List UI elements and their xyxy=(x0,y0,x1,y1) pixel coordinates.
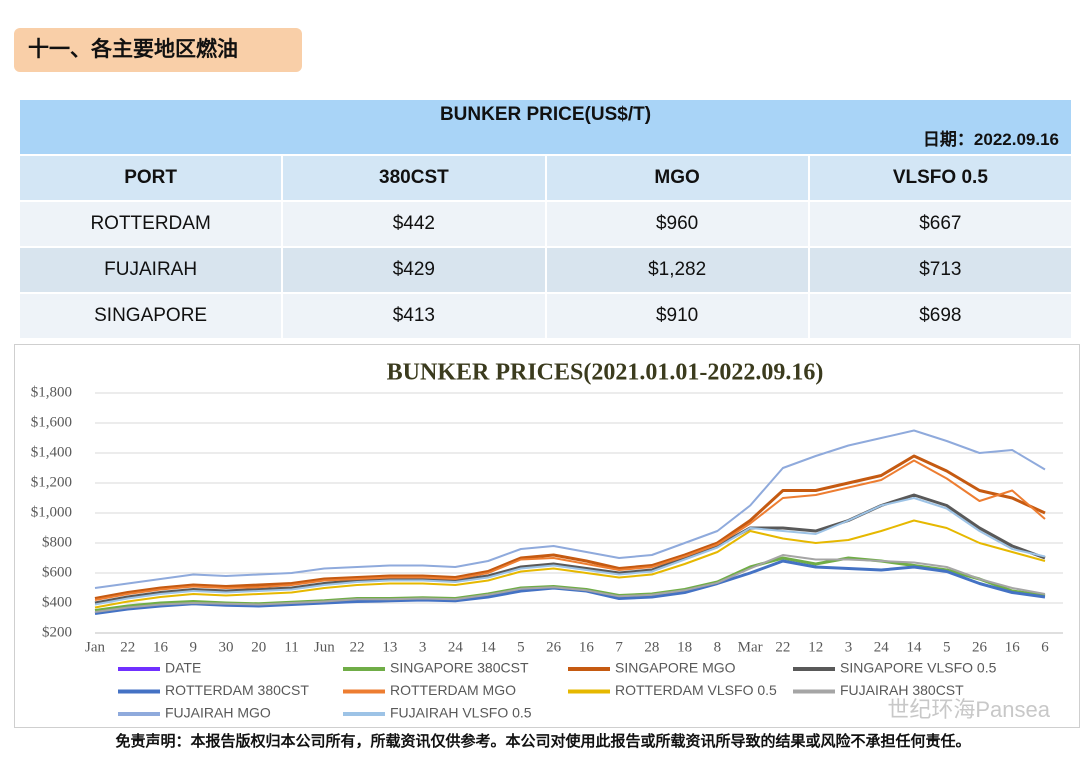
legend-label: FUJAIRAH VLSFO 0.5 xyxy=(390,705,532,721)
table-cell: $1,282 xyxy=(544,246,810,294)
table-cell: $910 xyxy=(544,292,810,340)
x-tick-label: 22 xyxy=(350,639,365,655)
x-tick-label: Jun xyxy=(314,639,335,655)
section-header: 十一、各主要地区燃油 xyxy=(14,28,302,72)
series-line xyxy=(94,429,1046,589)
table-row: ROTTERDAM $442 $960 $667 xyxy=(17,200,1074,248)
x-tick-label: Mar xyxy=(738,639,763,655)
x-tick-label: 16 xyxy=(153,639,169,655)
table-cell: $713 xyxy=(807,246,1074,294)
legend-label: SINGAPORE 380CST xyxy=(390,660,529,676)
x-tick-label: 11 xyxy=(284,639,298,655)
x-tick-label: 16 xyxy=(1005,639,1021,655)
price-table: BUNKER PRICE(US$/T) 日期：2022.09.16 PORT 38… xyxy=(17,98,1074,340)
table-cell: MGO xyxy=(544,154,810,202)
table-title-row: BUNKER PRICE(US$/T) 日期：2022.09.16 xyxy=(18,98,1073,156)
x-tick-label: 30 xyxy=(219,639,234,655)
x-tick-label: 28 xyxy=(644,639,659,655)
series-line xyxy=(94,454,1046,600)
table-cell: $413 xyxy=(281,292,547,340)
legend-label: SINGAPORE VLSFO 0.5 xyxy=(840,660,997,676)
chart: BUNKER PRICES(2021.01.01-2022.09.16) 世纪环… xyxy=(31,360,1063,722)
legend-label: ROTTERDAM MGO xyxy=(390,682,516,698)
x-tick-label: 13 xyxy=(382,639,397,655)
series-line xyxy=(94,497,1046,606)
x-tick-label: 26 xyxy=(972,639,988,655)
x-tick-label: 5 xyxy=(517,639,525,655)
x-tick-label: 6 xyxy=(1041,639,1049,655)
table-cell: $667 xyxy=(807,200,1074,248)
y-tick-label: $1,400 xyxy=(31,444,72,460)
x-tick-label: Jan xyxy=(85,639,105,655)
y-tick-label: $1,000 xyxy=(31,504,72,520)
legend-label: ROTTERDAM VLSFO 0.5 xyxy=(615,682,777,698)
x-tick-label: 18 xyxy=(677,639,692,655)
x-tick-label: 24 xyxy=(874,639,890,655)
legend-label: DATE xyxy=(165,660,201,676)
legend-label: ROTTERDAM 380CST xyxy=(165,682,309,698)
x-tick-label: 3 xyxy=(845,639,853,655)
chart-title: BUNKER PRICES(2021.01.01-2022.09.16) xyxy=(387,360,824,386)
table-cell: PORT xyxy=(17,154,284,202)
table-cell: 380CST xyxy=(281,154,547,202)
x-tick-label: 9 xyxy=(190,639,198,655)
series-line xyxy=(94,519,1046,609)
table-title-cell: BUNKER PRICE(US$/T) 日期：2022.09.16 xyxy=(18,98,1073,156)
table-title: BUNKER PRICE(US$/T) xyxy=(439,104,652,125)
legend-label: FUJAIRAH MGO xyxy=(165,705,271,721)
disclaimer: 免责声明：本报告版权归本公司所有，所载资讯仅供参考。本公司对使用此报告或所载资讯… xyxy=(115,733,971,750)
y-tick-label: $1,200 xyxy=(31,474,72,490)
table-cell: VLSFO 0.5 xyxy=(807,154,1074,202)
x-tick-label: 22 xyxy=(120,639,135,655)
table-cell: $442 xyxy=(281,200,547,248)
table-cell: SINGAPORE xyxy=(17,292,284,340)
watermark: 世纪环海Pansea xyxy=(887,697,1050,722)
y-tick-label: $1,800 xyxy=(31,384,72,400)
table-row: FUJAIRAH $429 $1,282 $713 xyxy=(17,246,1074,294)
x-tick-label: 8 xyxy=(714,639,722,655)
x-tick-label: 14 xyxy=(906,639,922,655)
table-cell: FUJAIRAH xyxy=(17,246,284,294)
y-tick-label: $200 xyxy=(42,624,72,640)
table-cell: $698 xyxy=(807,292,1074,340)
x-tick-label: 12 xyxy=(808,639,823,655)
table-date: 日期：2022.09.16 xyxy=(922,130,1059,149)
x-tick-label: 26 xyxy=(546,639,562,655)
table-cell: $960 xyxy=(544,200,810,248)
x-tick-label: 5 xyxy=(943,639,951,655)
x-tick-label: 24 xyxy=(448,639,464,655)
y-tick-label: $400 xyxy=(42,594,72,610)
x-tick-label: 16 xyxy=(579,639,595,655)
table-cell: $429 xyxy=(281,246,547,294)
series-line xyxy=(94,459,1046,601)
x-tick-label: 14 xyxy=(481,639,497,655)
x-tick-label: 22 xyxy=(775,639,790,655)
y-tick-label: $1,600 xyxy=(31,414,72,430)
x-tick-label: 3 xyxy=(419,639,427,655)
table-cell: ROTTERDAM xyxy=(17,200,284,248)
legend-label: SINGAPORE MGO xyxy=(615,660,736,676)
x-tick-label: 20 xyxy=(251,639,266,655)
series-line xyxy=(94,554,1046,613)
table-row: SINGAPORE $413 $910 $698 xyxy=(17,292,1074,340)
chart-frame xyxy=(14,344,1080,728)
x-tick-label: 7 xyxy=(615,639,623,655)
y-tick-label: $600 xyxy=(42,564,72,580)
y-tick-label: $800 xyxy=(42,534,72,550)
table-header-row: PORT 380CST MGO VLSFO 0.5 xyxy=(17,154,1074,202)
legend-label: FUJAIRAH 380CST xyxy=(840,682,964,698)
